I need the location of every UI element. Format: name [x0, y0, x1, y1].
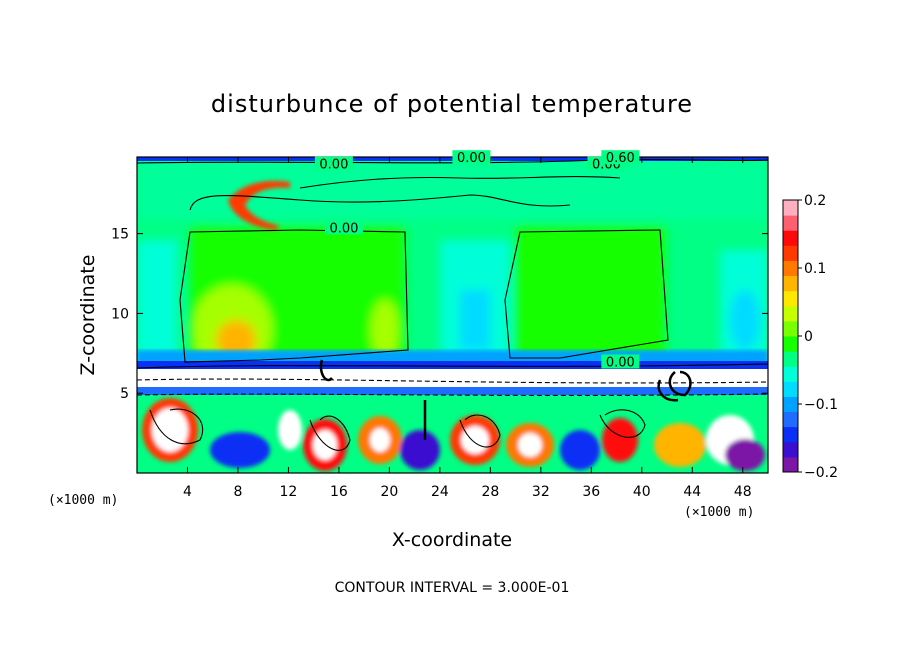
x-tick-label: 12 — [280, 484, 298, 500]
colorbar-tick-label: 0 — [804, 329, 813, 345]
colorbar-swatch — [783, 230, 798, 246]
colorbar-tick-label: −0.2 — [804, 465, 838, 481]
x-tick-label: 36 — [582, 484, 600, 500]
x-tick-label: 28 — [481, 484, 499, 500]
contour-label-bg — [324, 220, 363, 235]
contour-label-bg — [314, 156, 353, 171]
x-unit-left: (×1000 m) — [48, 493, 118, 508]
chart-title: disturbunce of potential temperature — [211, 90, 693, 118]
colorbar-swatch — [783, 215, 798, 231]
x-tick-label: 8 — [233, 484, 242, 500]
field-plot — [137, 157, 768, 473]
contour-label: 0.00 — [329, 221, 358, 236]
contour-label: 0.00 — [457, 151, 486, 166]
x-tick-label: 16 — [330, 484, 348, 500]
x-axis-label: X-coordinate — [392, 529, 512, 551]
colorbar-swatch — [783, 260, 798, 277]
colorbar-swatch — [783, 366, 798, 382]
contour-labels: 0.00 0.00 0.000.600.000.00 — [314, 150, 640, 370]
colorbar-tick-label: 0.2 — [804, 193, 826, 209]
colorbar-tick-label: 0.1 — [804, 261, 826, 277]
contour-label: 0.00 — [319, 158, 348, 173]
x-tick-label: 44 — [683, 484, 701, 500]
x-tick-label: 20 — [380, 484, 398, 500]
colorbar: 0.2 0.1 0 −0.1 −0.2 — [782, 193, 838, 481]
x-ticks: 4 8 12 16 20 24 28 32 36 40 44 48 — [183, 157, 752, 500]
contour-label: 0.60 — [606, 151, 635, 166]
colorbar-swatch — [783, 426, 798, 443]
contour-interval-footer: CONTOUR INTERVAL = 3.000E-01 — [335, 580, 570, 596]
colorbar-swatch — [783, 200, 798, 216]
colorbar-swatch — [783, 290, 798, 307]
contour-label-bg — [601, 354, 640, 369]
colorbar-swatch — [783, 381, 798, 397]
x-unit-right: (×1000 m) — [684, 505, 754, 520]
y-tick-label: 15 — [111, 227, 129, 243]
colorbar-swatch — [783, 245, 798, 261]
x-tick-label: 24 — [431, 484, 449, 500]
colorbar-swatch — [783, 456, 798, 473]
x-tick-label: 48 — [734, 484, 752, 500]
y-ticks: 5 10 15 — [111, 227, 768, 402]
contour-label-bg — [452, 150, 491, 165]
colorbar-swatch — [783, 441, 798, 458]
contour-label: 0.00 — [606, 355, 635, 370]
x-tick-label: 32 — [532, 484, 550, 500]
colorbar-swatch — [783, 336, 798, 352]
colorbar-tick-label: −0.1 — [804, 397, 838, 413]
colorbar-swatch — [783, 275, 798, 292]
y-axis-label: Z-coordinate — [77, 255, 99, 376]
x-tick-label: 4 — [183, 484, 192, 500]
y-tick-label: 5 — [120, 386, 129, 402]
colorbar-swatch — [783, 305, 798, 322]
y-tick-label: 10 — [111, 306, 129, 322]
colorbar-swatch — [783, 351, 798, 367]
contour-label-bg — [601, 150, 640, 165]
x-tick-label: 40 — [633, 484, 651, 500]
colorbar-swatch — [783, 320, 798, 337]
colorbar-swatch — [783, 411, 798, 428]
colorbar-swatch — [783, 396, 798, 413]
